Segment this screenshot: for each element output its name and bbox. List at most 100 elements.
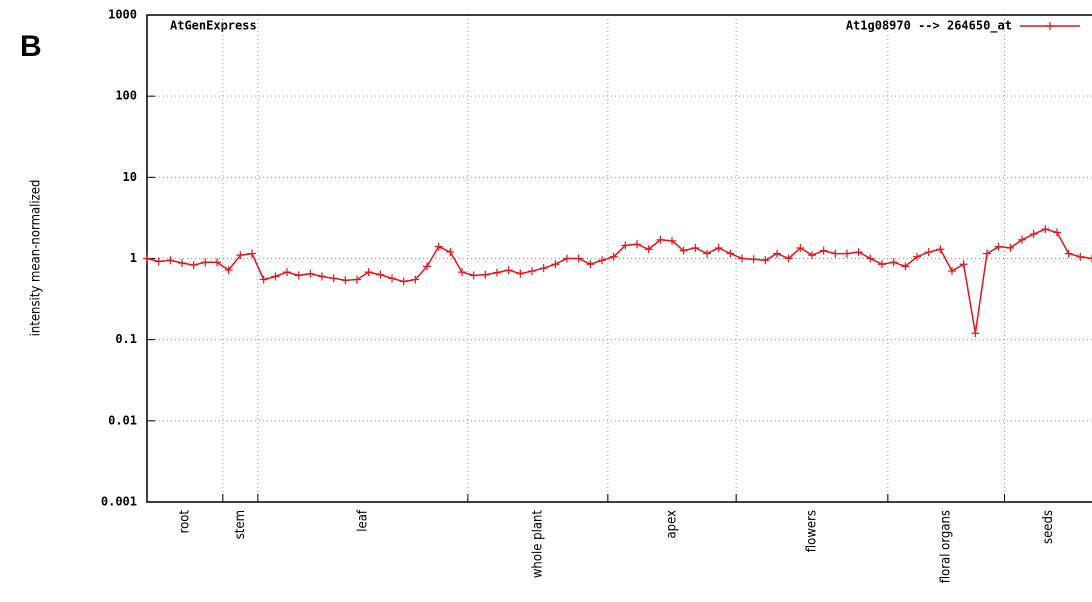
point-marker <box>399 277 408 286</box>
point-marker <box>364 268 373 277</box>
point-marker <box>143 254 151 263</box>
point-marker <box>1029 230 1038 239</box>
x-group-label: stem <box>233 510 248 539</box>
panel-label: B <box>20 30 42 63</box>
x-group-label: root <box>177 510 192 534</box>
x-group-label: leaf <box>355 509 370 532</box>
point-marker <box>516 269 525 278</box>
point-marker <box>773 249 781 258</box>
point-marker <box>551 260 560 269</box>
point-marker <box>668 236 676 245</box>
point-marker <box>714 243 723 252</box>
point-marker <box>178 259 186 268</box>
legend-label: At1g08970 --> 264650_at <box>846 19 1012 34</box>
point-marker <box>808 251 816 260</box>
point-marker <box>236 251 245 260</box>
point-marker <box>574 254 583 263</box>
point-marker <box>843 249 851 258</box>
point-marker <box>703 249 711 258</box>
point-marker <box>936 245 945 254</box>
point-marker <box>341 276 350 285</box>
point-marker <box>376 270 385 279</box>
point-marker <box>1041 225 1050 234</box>
point-marker <box>983 249 991 258</box>
point-marker <box>901 262 910 271</box>
y-tick-label: 1 <box>130 251 137 265</box>
point-marker <box>913 252 921 261</box>
point-marker <box>458 268 466 277</box>
x-group-label: seeds <box>1041 510 1056 544</box>
point-marker <box>854 248 863 257</box>
point-marker <box>971 329 980 338</box>
point-marker <box>353 275 361 284</box>
point-marker <box>504 266 513 275</box>
x-group-label: floral organs <box>939 510 954 583</box>
point-marker <box>423 262 431 271</box>
point-marker <box>598 256 606 265</box>
point-marker <box>213 258 221 267</box>
point-marker <box>796 243 805 252</box>
point-marker <box>1064 249 1073 258</box>
point-marker <box>248 249 256 258</box>
point-marker <box>948 267 956 276</box>
point-marker <box>609 252 618 261</box>
point-marker <box>469 271 478 280</box>
point-marker <box>644 245 653 254</box>
point-marker <box>1088 254 1092 263</box>
point-marker <box>878 260 886 269</box>
point-marker <box>831 249 840 258</box>
point-marker <box>283 268 291 277</box>
point-marker <box>259 275 268 284</box>
point-marker <box>586 260 595 269</box>
point-marker <box>446 248 455 257</box>
point-marker <box>621 241 630 250</box>
point-marker <box>318 272 326 281</box>
y-tick-label: 0.001 <box>101 495 137 509</box>
y-tick-label: 0.01 <box>108 413 137 427</box>
x-group-label: whole plant <box>530 510 545 579</box>
point-marker <box>784 254 793 263</box>
point-marker <box>563 254 571 263</box>
point-marker <box>434 242 443 251</box>
point-marker <box>189 261 198 270</box>
point-marker <box>493 268 501 277</box>
point-marker <box>411 275 420 284</box>
point-marker <box>819 246 828 255</box>
y-tick-label: 1000 <box>108 8 137 22</box>
point-marker <box>1006 243 1015 252</box>
point-marker <box>749 255 758 264</box>
chart-title: AtGenExpress <box>170 19 257 33</box>
point-marker <box>726 249 735 258</box>
point-marker <box>306 269 315 278</box>
point-marker <box>866 254 875 263</box>
point-marker <box>481 270 490 279</box>
point-marker <box>738 254 746 263</box>
point-marker <box>1018 235 1026 244</box>
point-marker <box>201 258 210 267</box>
point-marker <box>329 274 338 283</box>
point-marker <box>889 258 898 267</box>
point-marker <box>539 264 548 273</box>
point-marker <box>271 272 280 281</box>
point-marker <box>656 235 665 244</box>
point-marker <box>924 248 933 257</box>
point-marker <box>1076 252 1085 261</box>
x-group-label: apex <box>665 510 680 539</box>
y-axis-label: intensity mean-normalized <box>29 180 44 337</box>
y-tick-label: 100 <box>115 89 137 103</box>
point-marker <box>994 242 1003 251</box>
y-tick-label: 10 <box>123 170 137 184</box>
point-marker <box>388 274 396 283</box>
y-tick-label: 0.1 <box>115 332 137 346</box>
point-marker <box>166 256 175 265</box>
point-marker <box>691 243 700 252</box>
point-marker <box>761 256 770 265</box>
point-marker <box>154 257 163 266</box>
series-line <box>146 228 1092 334</box>
point-marker <box>528 267 536 276</box>
point-marker <box>633 240 641 249</box>
legend-marker <box>1046 22 1054 30</box>
point-marker <box>1053 228 1061 237</box>
